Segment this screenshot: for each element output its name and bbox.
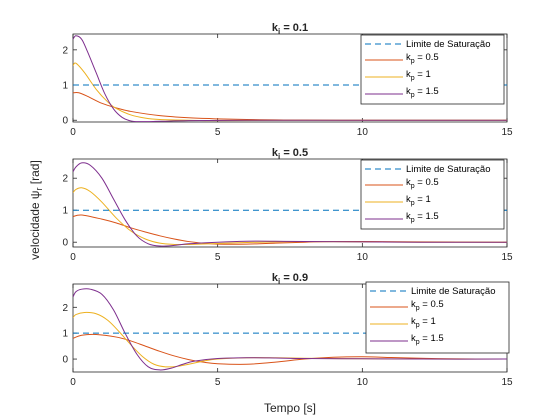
subplot-2-title: ki = 0.5: [272, 147, 308, 161]
subplot-3-legend-label-kp15: kp = 1.5: [411, 333, 444, 346]
subplot-2-legend-box: [360, 159, 505, 230]
subplot-3-x-tick-label-1: 5: [215, 377, 221, 388]
subplot-1: ki = 0.1 0 5 10 15 0 1 2 Limite de Saturação k…: [62, 22, 513, 138]
subplot-1-legend-label-kp15: kp = 1.5: [406, 86, 439, 99]
subplot-2-legend-label-kp1: kp = 1: [406, 194, 431, 207]
subplot-2-legend-label-kp15: kp = 1.5: [406, 211, 439, 224]
subplot-3-legend: Limite de Saturação kp = 0.5 kp = 1 kp =…: [365, 281, 510, 354]
subplot-1-y-tick-label-1: 1: [62, 81, 68, 92]
subplot-3-y-tick-label-0: 0: [62, 355, 68, 366]
subplot-3-x-tick-label-2: 10: [357, 377, 369, 388]
subplot-1-x-tick-label-0: 0: [70, 127, 76, 138]
subplot-3-y-tick-label-1: 1: [62, 329, 68, 340]
subplot-3-legend-label-kp1: kp = 1: [411, 316, 436, 329]
subplot-3-y-tick-label-2: 2: [62, 303, 68, 314]
subplot-1-y-tick-label-2: 2: [62, 45, 68, 56]
subplot-2-series-line-kp15: [73, 162, 507, 247]
subplot-2-legend-label-kp05: kp = 0.5: [406, 177, 439, 190]
subplot-1-x-tick-label-1: 5: [215, 127, 221, 138]
subplot-1-legend-label-kp1: kp = 1: [406, 69, 431, 82]
subplot-1-legend-label-kp05: kp = 0.5: [406, 52, 439, 65]
subplot-2-legend: Limite de Saturação kp = 0.5 kp = 1 kp =…: [360, 159, 505, 230]
subplot-2-legend-label-saturacao: Limite de Saturação: [406, 164, 491, 175]
subplot-1-title: ki = 0.1: [272, 22, 308, 36]
subplot-3-legend-label-kp05: kp = 0.5: [411, 299, 444, 312]
subplot-1-y-tick-label-0: 0: [62, 116, 68, 127]
subplot-3: ki = 0.9 0 5 10 15 0 1 2 Limite de Saturação k…: [62, 272, 513, 388]
x-axis-label: Tempo [s]: [264, 401, 316, 415]
subplot-2-y-tick-label-2: 2: [62, 174, 68, 185]
subplot-1-x-tick-label-2: 10: [357, 127, 369, 138]
subplot-2-x-tick-label-0: 0: [70, 252, 76, 263]
subplot-1-x-tick-label-3: 15: [501, 127, 513, 138]
subplot-3-series-line-kp05: [73, 333, 507, 365]
subplot-2-x-tick-label-2: 10: [357, 252, 369, 263]
subplot-3-x-tick-label-0: 0: [70, 377, 76, 388]
subplot-3-title: ki = 0.9: [272, 272, 308, 286]
subplot-3-x-tick-label-3: 15: [501, 377, 513, 388]
subplot-2-y-tick-label-1: 1: [62, 206, 68, 217]
subplot-2-x-tick-label-1: 5: [215, 252, 221, 263]
subplot-1-legend-label-saturacao: Limite de Saturação: [406, 39, 491, 50]
subplot-2-x-tick-label-3: 15: [501, 252, 513, 263]
subplot-3-series-line-kp15: [73, 288, 507, 371]
subplot-3-legend-label-saturacao: Limite de Saturação: [411, 286, 496, 297]
subplot-1-series-line-kp15: [73, 35, 507, 122]
y-axis-label: velocidade ψr [rad]: [28, 160, 44, 260]
subplot-1-legend-box: [360, 34, 505, 105]
subplot-2-y-tick-label-0: 0: [62, 238, 68, 249]
subplot-2: ki = 0.5 0 5 10 15 0 1 2 Limite de Saturação k…: [62, 147, 513, 263]
subplot-1-legend: Limite de Saturação kp = 0.5 kp = 1 kp =…: [360, 34, 505, 105]
